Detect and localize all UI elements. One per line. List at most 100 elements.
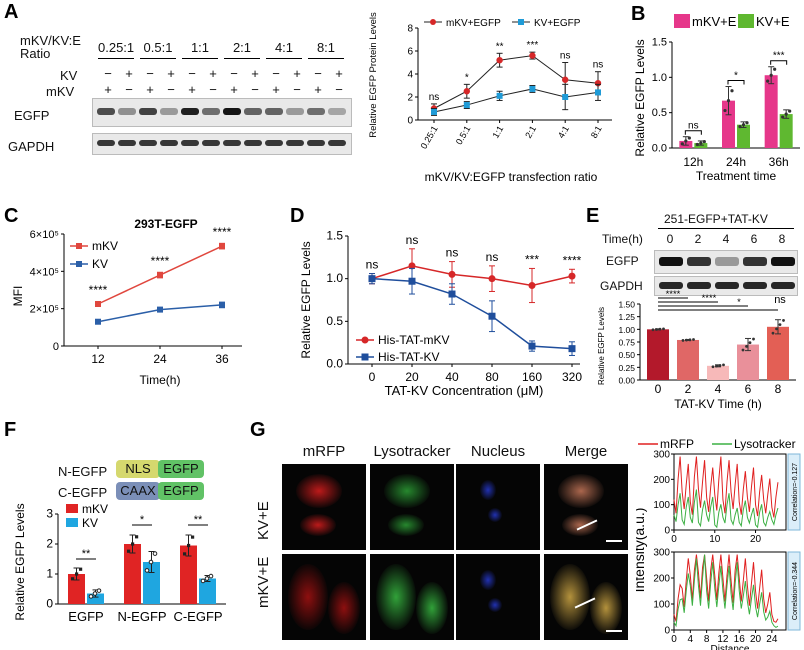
kv-sign: + <box>251 66 259 81</box>
mkv-sign: − <box>209 82 217 97</box>
gapdh-band <box>307 140 325 146</box>
x-tick-label: 12h <box>683 155 703 169</box>
egfp-band <box>244 108 262 115</box>
f-n-egfp-label: N-EGFP <box>58 464 108 479</box>
x-tick-label: 24 <box>153 352 167 366</box>
replicate-point <box>204 576 210 581</box>
y-tick-label: 4×10⁵ <box>30 266 59 278</box>
micrograph-r1-c1 <box>370 554 454 640</box>
y-tick-label: 1.0 <box>652 72 667 84</box>
egfp-row-label: EGFP <box>14 108 50 123</box>
data-point <box>562 76 569 83</box>
y-tick-label: 1.0 <box>326 271 343 285</box>
mkv-sign: + <box>230 82 238 97</box>
replicate-point <box>773 67 777 71</box>
y-tick-label: 200 <box>653 574 670 585</box>
replicate-point <box>688 338 692 342</box>
e-time-value: 6 <box>750 232 758 246</box>
x-tick-label: 4 <box>688 634 694 645</box>
y-tick-label: 100 <box>653 600 670 611</box>
data-point <box>528 281 536 289</box>
cell-blob <box>416 582 448 634</box>
gapdh-band <box>97 140 115 146</box>
x-tick-label: 12 <box>717 634 729 645</box>
correlation-label: Correlation=-0.344 <box>792 562 799 620</box>
mkv-sign: − <box>293 82 301 97</box>
replicate-point <box>88 594 94 599</box>
series-line-KV+EGFP <box>433 88 599 113</box>
replicate-point <box>745 121 749 125</box>
significance-label: * <box>734 71 738 82</box>
mkv-sign: + <box>188 82 196 97</box>
cell-blob <box>480 480 496 500</box>
e-time-label: Time(h) <box>602 232 643 246</box>
bar-mKV+E <box>722 100 735 148</box>
bar <box>737 344 759 380</box>
e-egfp-band <box>743 257 767 266</box>
y-tick-label: 3 <box>46 507 53 521</box>
ratio-underline <box>308 58 344 59</box>
panel-label-d: D <box>290 205 305 227</box>
ratio-underline <box>98 58 134 59</box>
y-tick-label: 1.00 <box>618 325 635 335</box>
y-axis-title: Intensity(a.u.) <box>636 508 647 593</box>
ratio-underline <box>224 58 260 59</box>
bar-mKV <box>180 545 197 604</box>
significance-label: **** <box>563 253 582 267</box>
replicate-point <box>738 125 742 129</box>
replicate-point <box>741 123 746 127</box>
x-tick-label: 20 <box>750 534 762 545</box>
profile-mRFP <box>673 456 779 518</box>
replicate-point <box>699 141 703 145</box>
data-point <box>219 243 225 250</box>
gapdh-band <box>181 140 199 146</box>
x-tick-label: N-EGFP <box>117 609 166 624</box>
kv-row-label: KV <box>60 68 78 83</box>
data-point <box>448 270 456 278</box>
y-tick-label: 1.50 <box>618 300 635 310</box>
data-point <box>408 277 416 285</box>
gapdh-band <box>202 140 220 146</box>
micrograph-r0-c2 <box>456 464 540 550</box>
replicate-point <box>187 543 191 548</box>
x-tick-label: 8:1 <box>589 124 604 140</box>
significance-label: ns <box>406 233 419 247</box>
scale-bar <box>606 630 622 632</box>
replicate-point <box>685 338 688 342</box>
legend-marker <box>361 336 369 344</box>
replicate-point <box>680 142 684 146</box>
correlation-box <box>787 551 801 631</box>
x-tick-label: 16 <box>734 634 746 645</box>
e-egfp-band <box>687 257 711 266</box>
x-axis-title: Distance <box>711 644 750 650</box>
kv-sign: − <box>104 66 112 81</box>
e-egfp-blot <box>654 250 798 274</box>
g-column-header: Merge <box>564 443 608 460</box>
replicate-point <box>135 535 139 539</box>
panel-label-e: E <box>586 205 600 227</box>
replicate-point <box>183 552 187 556</box>
e-time-value: 0 <box>666 232 674 246</box>
chart-a-ratio-line: 0 2 4 6 8 0.25:1 0.5:1 1:1 2:1 4:1 8:1 Relative EGF… <box>368 12 612 184</box>
replicate-point <box>658 327 662 331</box>
legend-label: KV+EGFP <box>534 18 581 29</box>
chart-f-localization-bars: 0 1 2 3 Relative EGFP Levels EGFP ** N-EGFP * C-E… <box>13 502 226 624</box>
y-tick-label: 8 <box>407 24 413 35</box>
x-tick-label: 320 <box>562 370 582 384</box>
e-time-value: 8 <box>778 232 786 246</box>
x-tick-label: 0 <box>369 370 376 384</box>
significance-bracket <box>684 130 702 135</box>
kv-sign: − <box>188 66 196 81</box>
cell-blob <box>388 514 424 536</box>
significance-label: * <box>465 72 469 83</box>
mkv-sign: − <box>125 82 133 97</box>
significance-label: ns <box>774 294 786 306</box>
gapdh-band <box>265 140 283 146</box>
e-gapdh-blot <box>654 276 798 296</box>
kv-sign: + <box>293 66 301 81</box>
e-egfp-band <box>715 257 739 266</box>
replicate-point <box>71 577 75 581</box>
significance-label: ns <box>366 258 379 272</box>
x-axis-title: mKV/KV:EGFP transfection ratio <box>425 170 598 184</box>
gapdh-band <box>139 140 157 146</box>
